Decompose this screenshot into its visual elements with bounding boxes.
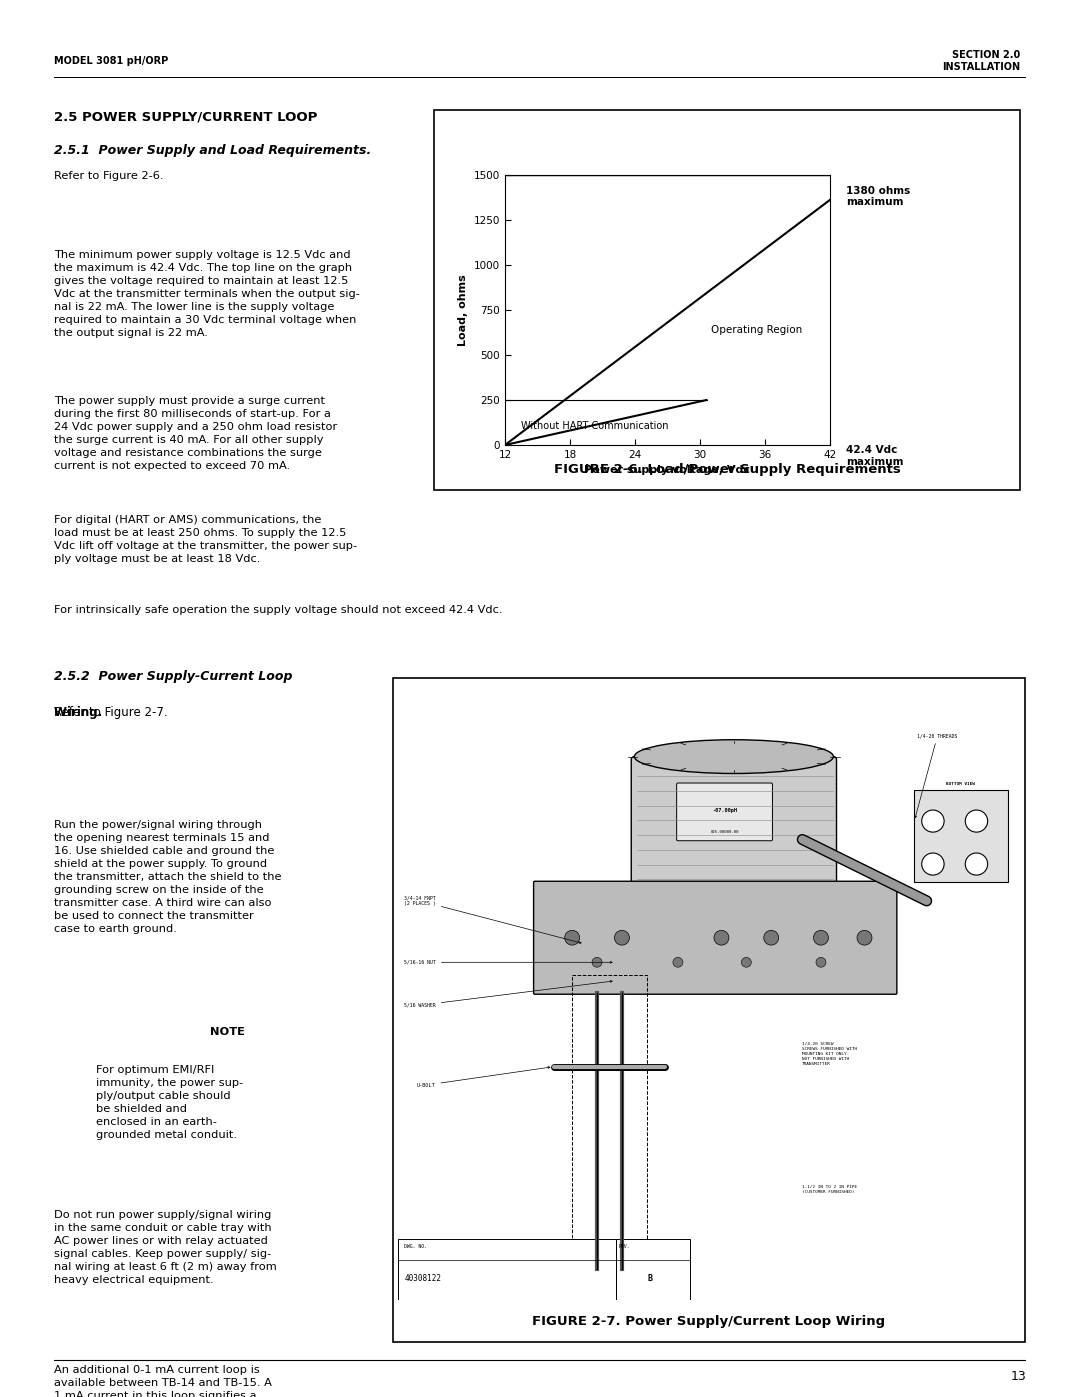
Ellipse shape [634, 740, 834, 774]
Circle shape [673, 957, 683, 967]
Text: DWG. NO.: DWG. NO. [404, 1243, 428, 1249]
Text: 025.00000.00: 025.00000.00 [711, 830, 739, 834]
Bar [572, 975, 647, 1281]
Text: 13: 13 [1010, 1369, 1026, 1383]
Text: 1/4-20 THREADS: 1/4-20 THREADS [915, 733, 958, 817]
Circle shape [966, 810, 987, 833]
Text: 5/16 WASHER: 5/16 WASHER [404, 981, 612, 1007]
Text: Operating Region: Operating Region [711, 324, 802, 335]
Text: 2.5.1  Power Supply and Load Requirements.: 2.5.1 Power Supply and Load Requirements… [54, 144, 372, 156]
Text: BOTTOM VIEW: BOTTOM VIEW [946, 782, 975, 787]
Text: Do not run power supply/signal wiring
in the same conduit or cable tray with
AC : Do not run power supply/signal wiring in… [54, 1210, 276, 1285]
Text: 1380 ohms
maximum: 1380 ohms maximum [847, 186, 910, 207]
Circle shape [813, 930, 828, 946]
Text: For digital (HART or AMS) communications, the
load must be at least 250 ohms. To: For digital (HART or AMS) communications… [54, 515, 357, 564]
FancyBboxPatch shape [677, 782, 772, 841]
Text: Refer to Figure 2-6.: Refer to Figure 2-6. [54, 170, 163, 180]
Circle shape [921, 810, 944, 833]
Text: Refer to Figure 2-7.: Refer to Figure 2-7. [54, 705, 167, 719]
Text: Run the power/signal wiring through
the opening nearest terminals 15 and
16. Use: Run the power/signal wiring through the … [54, 820, 282, 935]
Text: 1/4-20 SCREW
SCREWS FURNISHED WITH
MOUNTING KIT ONLY.
NOT FURNISHED WITH
TRANSMI: 1/4-20 SCREW SCREWS FURNISHED WITH MOUNT… [802, 1042, 858, 1066]
Circle shape [565, 930, 580, 946]
Bar [616, 1239, 690, 1301]
Text: For intrinsically safe operation the supply voltage should not exceed 42.4 Vdc.: For intrinsically safe operation the sup… [54, 605, 502, 615]
Circle shape [921, 854, 944, 875]
Circle shape [764, 930, 779, 946]
Circle shape [592, 957, 602, 967]
FancyBboxPatch shape [534, 882, 896, 995]
Text: REV.: REV. [619, 1243, 631, 1249]
X-axis label: Power supply voltage, Vdc: Power supply voltage, Vdc [584, 465, 751, 475]
Text: MODEL 3081 pH/ORP: MODEL 3081 pH/ORP [54, 56, 168, 66]
Circle shape [741, 957, 752, 967]
Text: Without HART Communication: Without HART Communication [522, 420, 669, 432]
Circle shape [858, 930, 872, 946]
Text: FIGURE 2-7. Power Supply/Current Loop Wiring: FIGURE 2-7. Power Supply/Current Loop Wi… [532, 1316, 886, 1329]
Circle shape [714, 930, 729, 946]
Text: INSTALLATION: INSTALLATION [942, 61, 1020, 73]
Text: 2.5.2  Power Supply-Current Loop: 2.5.2 Power Supply-Current Loop [54, 671, 293, 683]
Text: -07.00pH: -07.00pH [712, 807, 737, 813]
Text: An additional 0-1 mA current loop is
available between TB-14 and TB-15. A
1 mA c: An additional 0-1 mA current loop is ava… [54, 1365, 272, 1397]
Text: FIGURE 2-6. Load/Power Supply Requirements: FIGURE 2-6. Load/Power Supply Requiremen… [554, 464, 901, 476]
Text: NOTE: NOTE [210, 1027, 244, 1037]
Circle shape [615, 930, 630, 946]
Text: The power supply must provide a surge current
during the first 80 milliseconds o: The power supply must provide a surge cu… [54, 395, 337, 471]
Text: 42.4 Vdc
maximum: 42.4 Vdc maximum [847, 446, 904, 467]
Text: SECTION 2.0: SECTION 2.0 [951, 50, 1020, 60]
Text: For optimum EMI/RFI
immunity, the power sup-
ply/output cable should
be shielded: For optimum EMI/RFI immunity, the power … [95, 1065, 243, 1140]
Text: 3/4-14 FNPT
(2 PLACES ): 3/4-14 FNPT (2 PLACES ) [404, 895, 581, 943]
Text: Wiring.: Wiring. [54, 705, 110, 719]
Y-axis label: Load, ohms: Load, ohms [458, 274, 469, 346]
Text: 5/16-16 NUT: 5/16-16 NUT [404, 960, 612, 965]
Bar [399, 1239, 616, 1301]
Text: U-BOLT: U-BOLT [417, 1066, 550, 1088]
Text: B: B [647, 1274, 652, 1282]
Circle shape [816, 957, 826, 967]
Circle shape [966, 854, 987, 875]
FancyBboxPatch shape [631, 757, 837, 886]
Text: 40308122: 40308122 [404, 1274, 442, 1282]
Text: The minimum power supply voltage is 12.5 Vdc and
the maximum is 42.4 Vdc. The to: The minimum power supply voltage is 12.5… [54, 250, 360, 338]
Text: 1-1/2 IN TO 2 IN PIPE
(CUSTOMER FURNISHED): 1-1/2 IN TO 2 IN PIPE (CUSTOMER FURNISHE… [802, 1185, 858, 1194]
Bar [915, 791, 1008, 883]
Text: 2.5 POWER SUPPLY/CURRENT LOOP: 2.5 POWER SUPPLY/CURRENT LOOP [54, 110, 318, 123]
